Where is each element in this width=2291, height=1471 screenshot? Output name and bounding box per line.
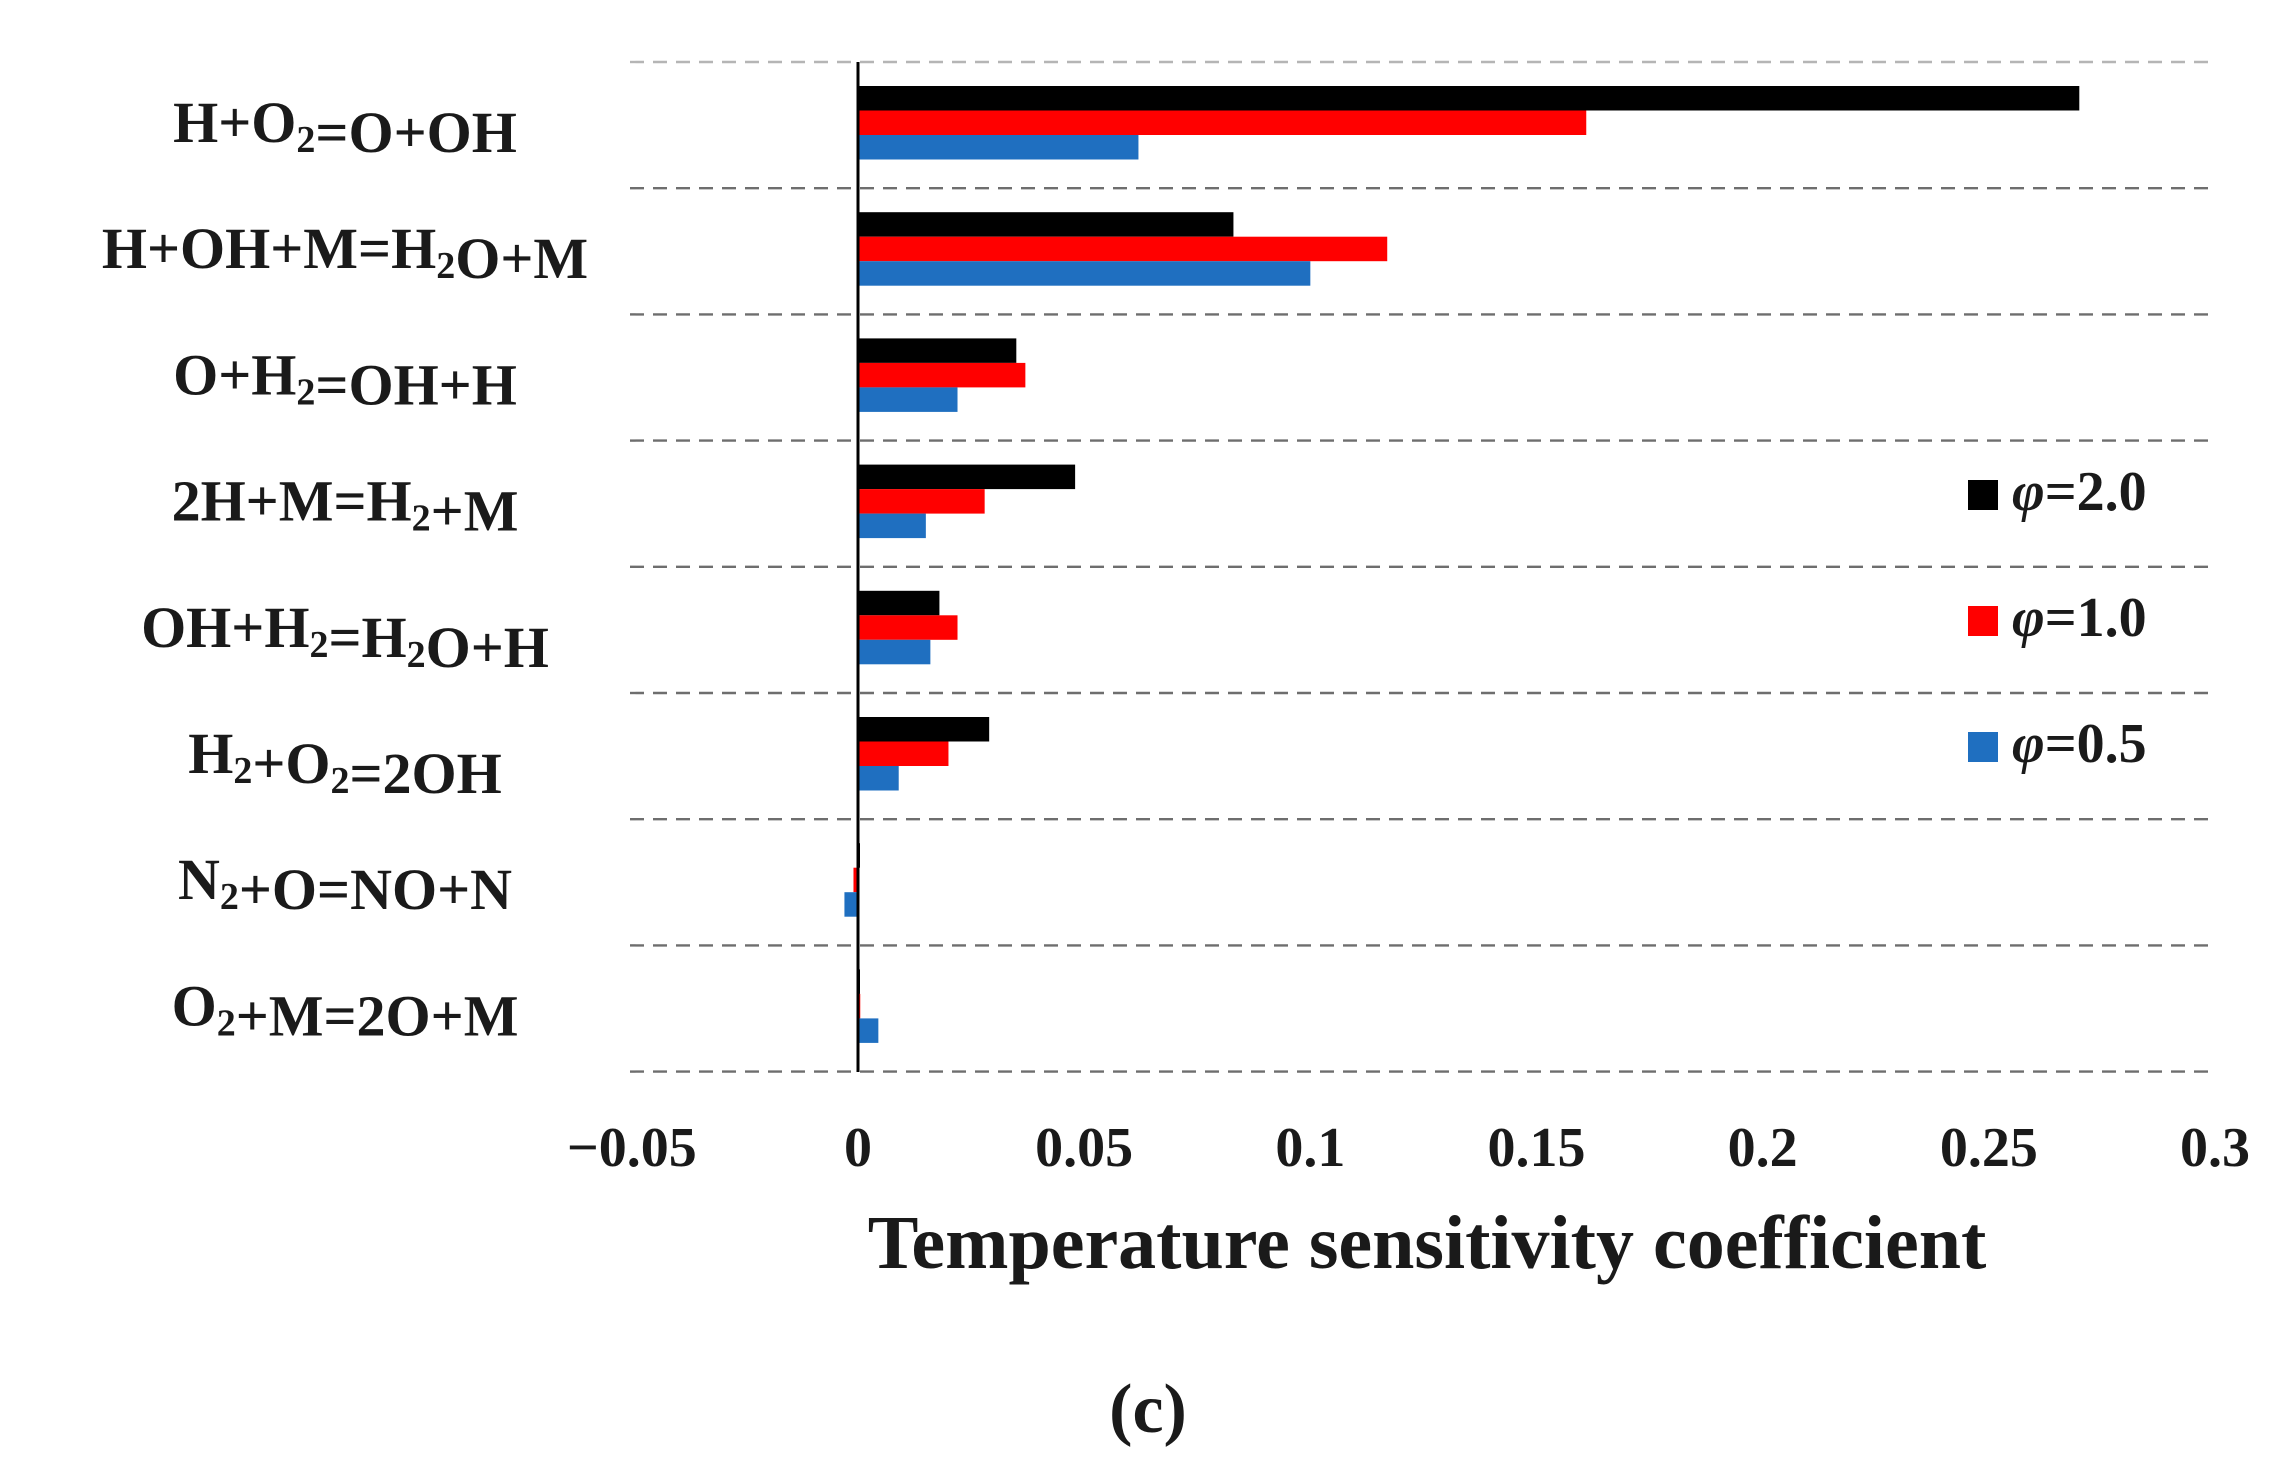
- bar-phi-0.5-2: [858, 261, 1311, 286]
- category-label: H+O2=O+OH: [173, 90, 517, 165]
- x-tick-label: 0.2: [1728, 1117, 1798, 1179]
- bar-phi-0.5-7: [844, 892, 858, 917]
- bar-phi-1.0-2: [858, 236, 1388, 262]
- x-tick-label: 0.25: [1940, 1117, 2038, 1179]
- bar-phi-2.0-3: [858, 338, 1017, 363]
- category-labels: H+O2=O+OH H+OH+M=H2O+M O+H2=OH+H 2H+M=H2+M O…: [102, 90, 588, 1048]
- bar-phi-1.0-4: [858, 489, 985, 514]
- legend-label: φ=2.0: [2012, 461, 2147, 523]
- bar-phi-0.5-6: [858, 766, 899, 791]
- category-label: O2+M=2O+M: [172, 973, 519, 1048]
- x-tick-label: −0.05: [567, 1117, 697, 1179]
- x-tick-labels: −0.05 0 0.05 0.1 0.15 0.2 0.25 0.3: [567, 1117, 2250, 1179]
- bar-phi-1.0-1: [858, 110, 1587, 135]
- x-axis-title: Temperature sensitivity coefficient: [868, 1201, 1987, 1285]
- bar-phi-2.0-6: [858, 717, 990, 742]
- legend: φ=2.0 φ=1.0 φ=0.5: [1968, 461, 2147, 775]
- bar-phi-0.5-8: [858, 1018, 879, 1043]
- bar-phi-2.0-1: [858, 86, 2080, 111]
- grid-lines: [630, 60, 2215, 1073]
- bar-phi-0.5-3: [858, 387, 958, 412]
- x-tick-label: 0.1: [1275, 1117, 1345, 1179]
- x-tick-label: 0: [844, 1117, 872, 1179]
- category-label: 2H+M=H2+M: [172, 469, 519, 544]
- bar-phi-0.5-4: [858, 513, 926, 539]
- x-tick-label: 0.05: [1035, 1117, 1133, 1179]
- x-tick-label: 0.3: [2180, 1117, 2250, 1179]
- x-tick-label: 0.15: [1488, 1117, 1586, 1179]
- bar-phi-0.5-1: [858, 135, 1139, 160]
- bar-phi-1.0-6: [858, 741, 949, 766]
- category-label: OH+H2=H2O+H: [141, 595, 549, 680]
- bar-phi-2.0-4: [858, 464, 1076, 490]
- figure-caption: (c): [1109, 1371, 1187, 1448]
- bar-phi-2.0-5: [858, 590, 940, 616]
- category-label: H2+O2=2OH: [188, 721, 502, 806]
- category-label: N2+O=NO+N: [178, 847, 512, 922]
- bar-phi-1.0-3: [858, 362, 1026, 388]
- bar-phi-1.0-7: [853, 867, 858, 893]
- legend-swatch: [1968, 480, 1998, 510]
- category-label: O+H2=OH+H: [173, 342, 517, 417]
- bar-phi-0.5-5: [858, 639, 931, 665]
- legend-swatch: [1968, 606, 1998, 636]
- legend-swatch: [1968, 732, 1998, 762]
- legend-label: φ=1.0: [2012, 587, 2147, 649]
- bars: [844, 86, 2080, 1043]
- bar-phi-1.0-5: [858, 615, 958, 640]
- category-label: H+OH+M=H2O+M: [102, 216, 588, 291]
- legend-label: φ=0.5: [2012, 713, 2147, 775]
- bar-phi-2.0-2: [858, 212, 1234, 237]
